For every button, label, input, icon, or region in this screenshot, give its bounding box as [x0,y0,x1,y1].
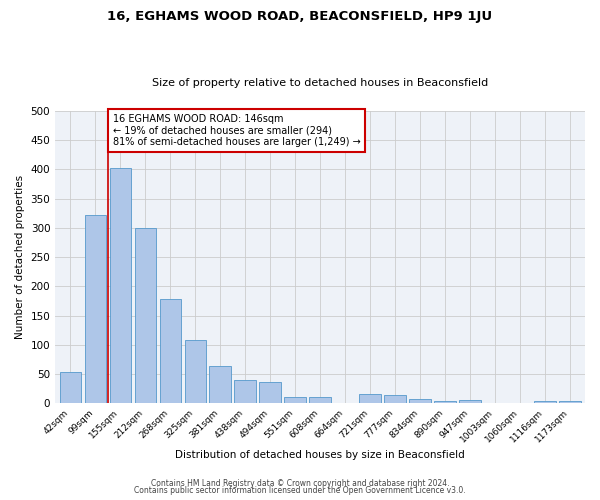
Bar [559,400,581,404]
Bar [535,401,556,404]
Bar [284,397,306,404]
Text: 16 EGHAMS WOOD ROAD: 146sqm
← 19% of detached houses are smaller (294)
81% of se: 16 EGHAMS WOOD ROAD: 146sqm ← 19% of det… [113,114,361,147]
Bar [110,168,131,404]
Bar [359,394,380,404]
X-axis label: Distribution of detached houses by size in Beaconsfield: Distribution of detached houses by size … [175,450,465,460]
Bar [409,399,431,404]
Bar [134,228,156,404]
Bar [185,340,206,404]
Text: 16, EGHAMS WOOD ROAD, BEACONSFIELD, HP9 1JU: 16, EGHAMS WOOD ROAD, BEACONSFIELD, HP9 … [107,10,493,23]
Bar [235,380,256,404]
Bar [460,400,481,404]
Text: Contains HM Land Registry data © Crown copyright and database right 2024.: Contains HM Land Registry data © Crown c… [151,478,449,488]
Bar [59,372,81,404]
Title: Size of property relative to detached houses in Beaconsfield: Size of property relative to detached ho… [152,78,488,88]
Bar [160,300,181,404]
Y-axis label: Number of detached properties: Number of detached properties [15,175,25,340]
Bar [310,397,331,404]
Bar [385,394,406,404]
Bar [434,400,455,404]
Bar [484,403,506,404]
Bar [85,215,106,404]
Text: Contains public sector information licensed under the Open Government Licence v3: Contains public sector information licen… [134,486,466,495]
Bar [209,366,231,404]
Bar [259,382,281,404]
